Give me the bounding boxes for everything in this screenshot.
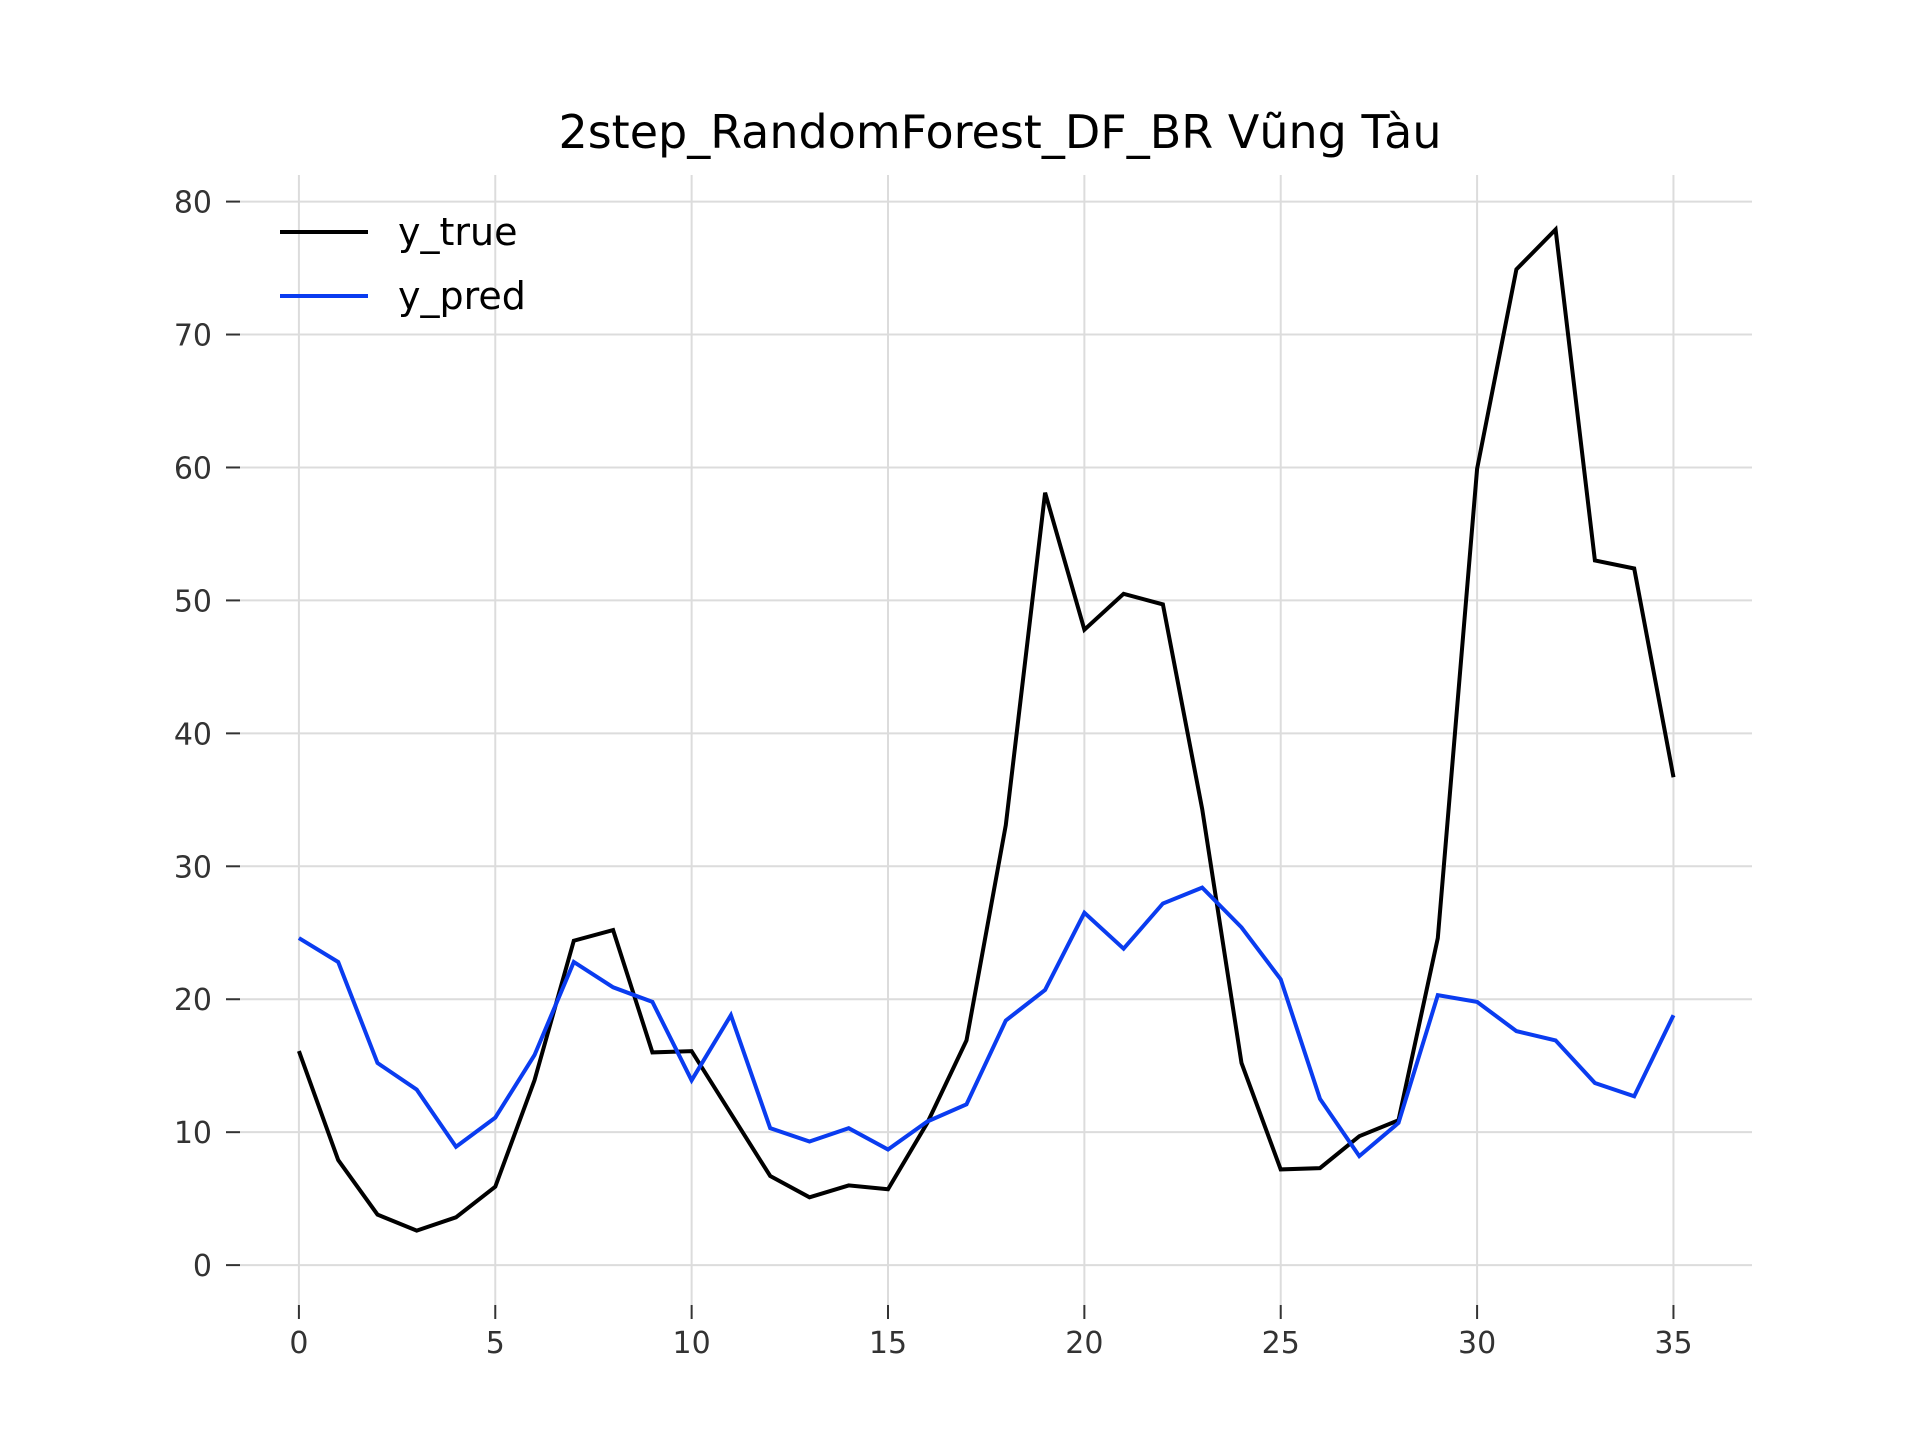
y-tick-label-50: 50 [174, 584, 212, 619]
x-tick-label-35: 35 [1654, 1326, 1692, 1361]
y-tick-label-0: 0 [193, 1249, 212, 1284]
y-tick-label-80: 80 [174, 186, 212, 221]
x-tick-label-20: 20 [1065, 1326, 1103, 1361]
y-tick-label-70: 70 [174, 319, 212, 354]
series-line-y-true [297, 225, 1676, 1233]
series-lines [297, 225, 1676, 1233]
series-line-y-pred [297, 885, 1676, 1160]
x-tick-label-0: 0 [289, 1326, 308, 1361]
legend-label-y-true: y_true [398, 210, 517, 254]
grid-lines [240, 175, 1752, 1305]
chart-title: 2step_RandomForest_DF_BR Vũng Tàu [558, 105, 1441, 159]
legend-label-y-pred: y_pred [398, 274, 526, 318]
x-tick-label-10: 10 [673, 1326, 711, 1361]
y-tick-label-10: 10 [174, 1116, 212, 1151]
y-tick-label-20: 20 [174, 983, 212, 1018]
x-tick-label-5: 5 [486, 1326, 505, 1361]
y-tick-label-40: 40 [174, 717, 212, 752]
axis-ticks: 0 10 20 30 40 50 60 70 80 0 5 10 15 20 25 30 35 [174, 186, 1693, 1361]
y-tick-label-30: 30 [174, 850, 212, 885]
legend: y_true y_pred [280, 210, 526, 318]
x-tick-label-25: 25 [1262, 1326, 1300, 1361]
y-tick-label-60: 60 [174, 451, 212, 486]
x-tick-label-30: 30 [1458, 1326, 1496, 1361]
x-tick-label-15: 15 [869, 1326, 907, 1361]
